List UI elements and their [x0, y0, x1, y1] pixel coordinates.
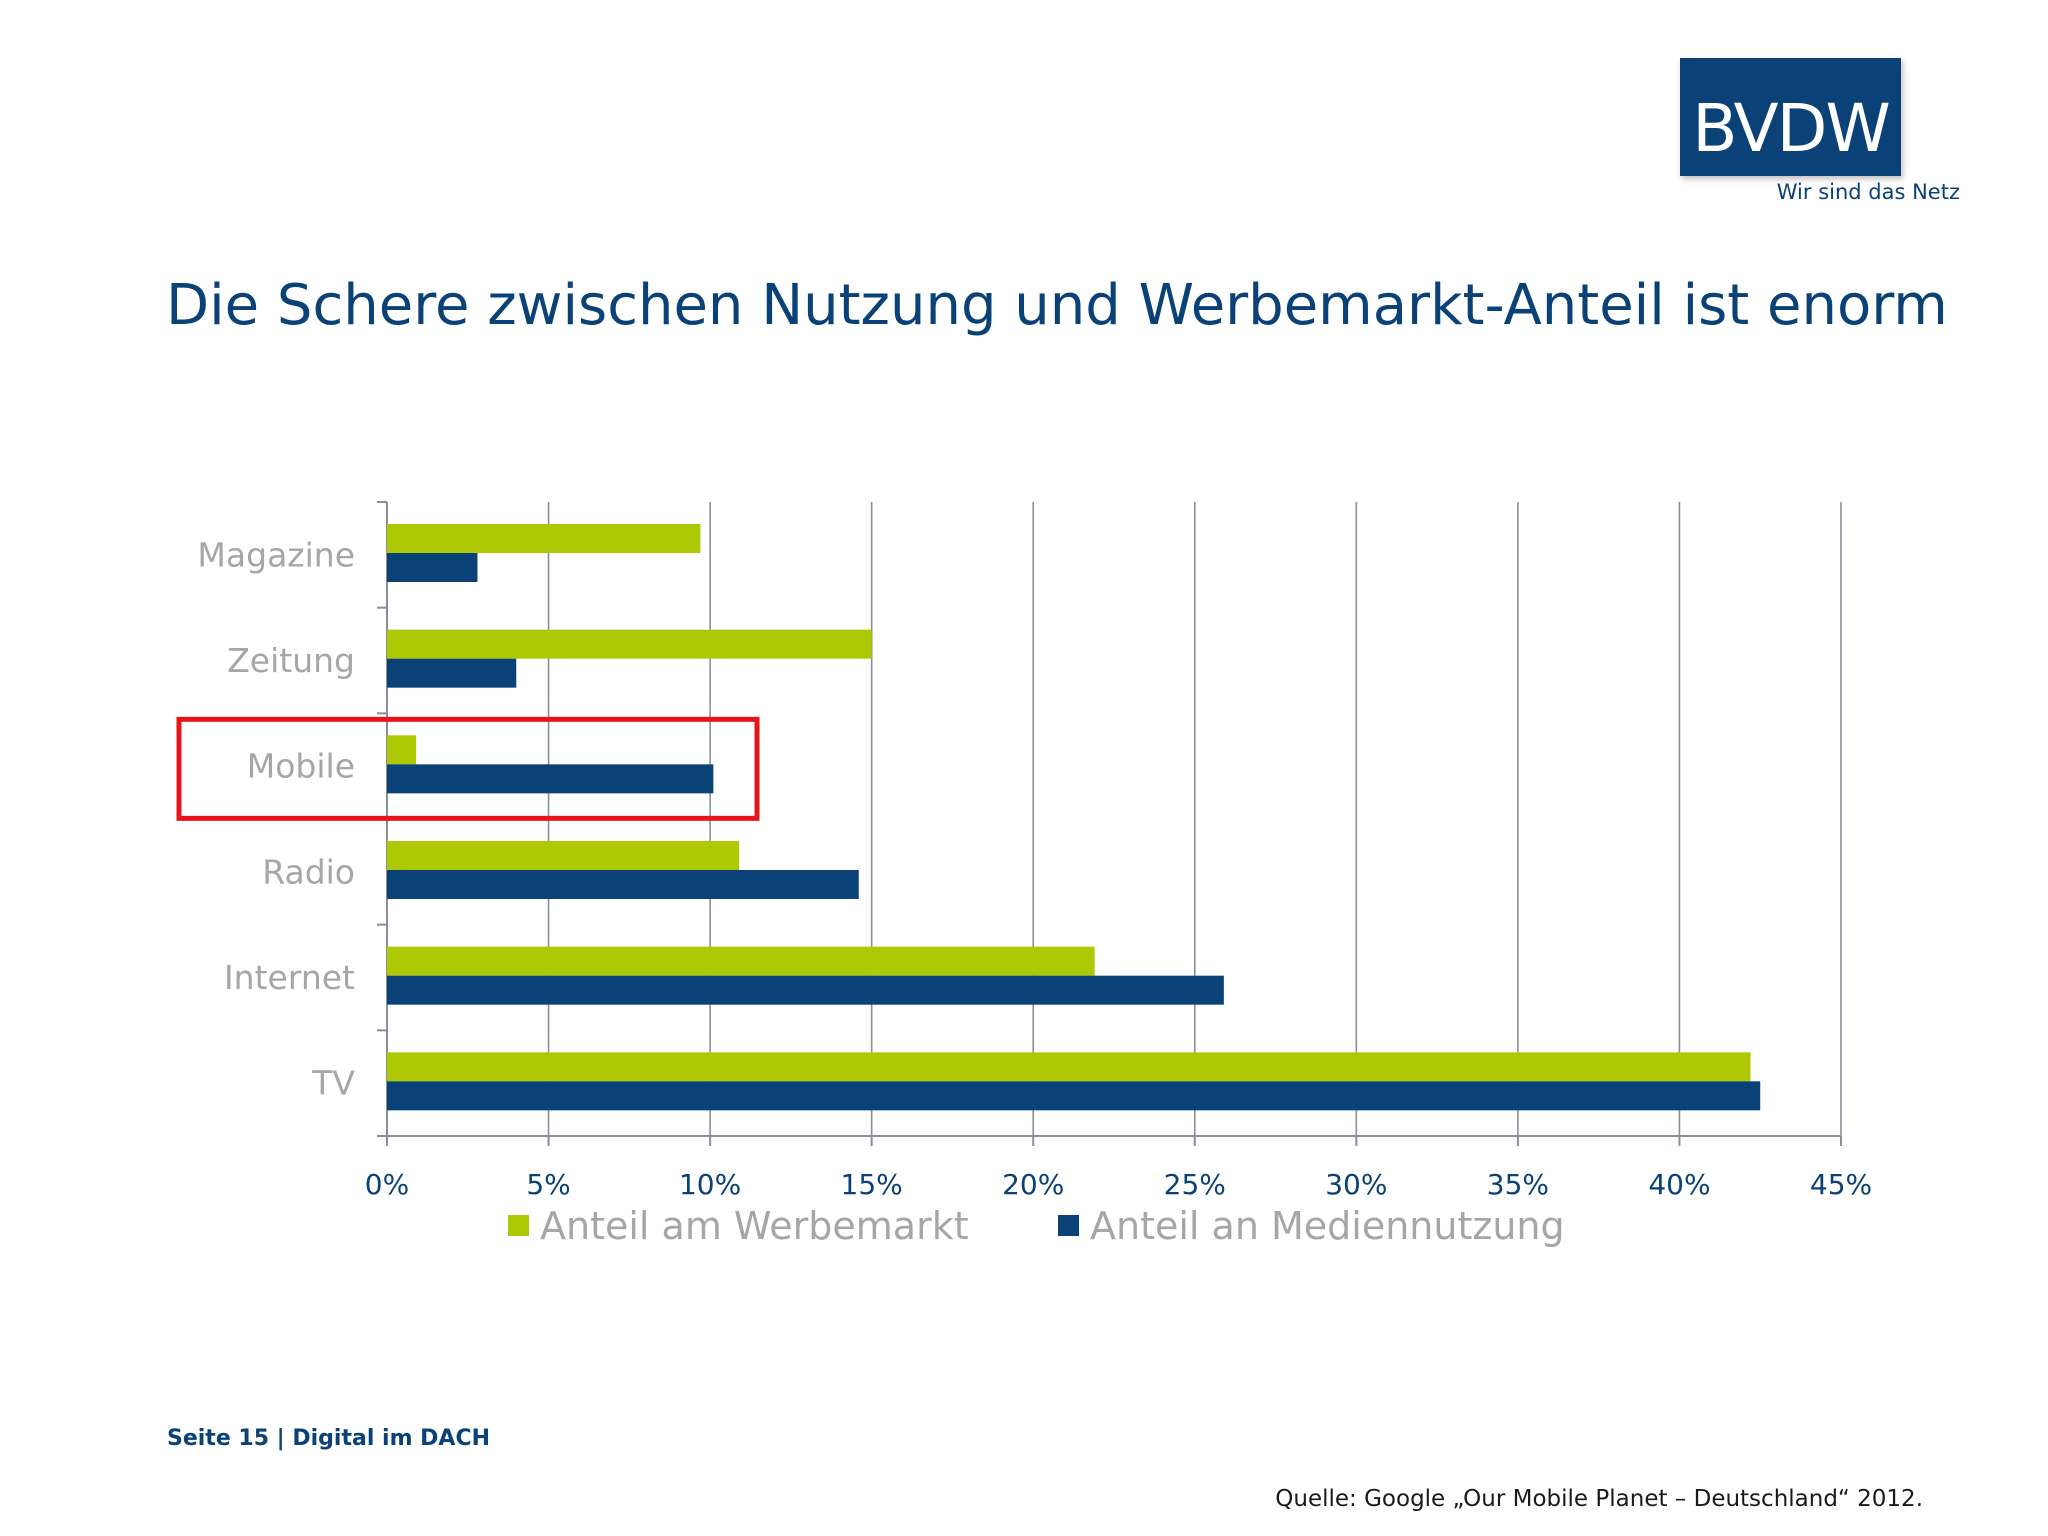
x-tick-label: 15%	[841, 1168, 903, 1201]
logo-tagline: Wir sind das Netz	[1776, 180, 1960, 204]
x-tick-label: 10%	[679, 1168, 741, 1201]
legend-swatch	[508, 1215, 529, 1236]
legend-label: Anteil am Werbemarkt	[540, 1204, 969, 1248]
category-label: Internet	[224, 958, 355, 997]
bar-zeitung-mediennutzung	[387, 658, 517, 688]
category-label: Mobile	[247, 747, 355, 786]
legend-label: Anteil an Mediennutzung	[1090, 1204, 1565, 1248]
x-tick-label: 25%	[1164, 1168, 1226, 1201]
bar-magazine-mediennutzung	[387, 553, 478, 582]
bar-radio-mediennutzung	[387, 870, 859, 899]
bar-internet-werbemarkt	[387, 946, 1095, 976]
x-tick-label: 20%	[1002, 1168, 1064, 1201]
x-tick-label: 40%	[1648, 1168, 1710, 1201]
bar-mobile-werbemarkt	[387, 735, 417, 765]
category-label: Magazine	[197, 535, 355, 574]
x-tick-label: 30%	[1325, 1168, 1387, 1201]
category-label: TV	[311, 1064, 355, 1103]
bar-magazine-werbemarkt	[387, 524, 701, 553]
legend-swatch	[1058, 1215, 1079, 1236]
mobile-highlight-box	[176, 716, 760, 821]
bar-mobile-mediennutzung	[387, 764, 714, 794]
category-label: Zeitung	[227, 641, 355, 680]
bar-tv-werbemarkt	[387, 1052, 1751, 1082]
bar-radio-werbemarkt	[387, 841, 740, 870]
bvdw-logo: BVDW	[1680, 58, 1901, 176]
page-title: Die Schere zwischen Nutzung und Werbemar…	[166, 273, 1948, 338]
category-label: Radio	[262, 852, 355, 891]
bar-tv-mediennutzung	[387, 1081, 1761, 1111]
x-tick-label: 5%	[526, 1168, 570, 1201]
bar-internet-mediennutzung	[387, 975, 1224, 1005]
x-tick-label: 45%	[1810, 1168, 1872, 1201]
x-tick-label: 0%	[365, 1168, 409, 1201]
page-label: Seite 15 | Digital im DACH	[167, 1426, 490, 1451]
source-note: Quelle: Google „Our Mobile Planet – Deut…	[1275, 1486, 1923, 1512]
logo-text: BVDW	[1692, 90, 1890, 167]
bar-zeitung-werbemarkt	[387, 629, 872, 659]
x-tick-label: 35%	[1487, 1168, 1549, 1201]
